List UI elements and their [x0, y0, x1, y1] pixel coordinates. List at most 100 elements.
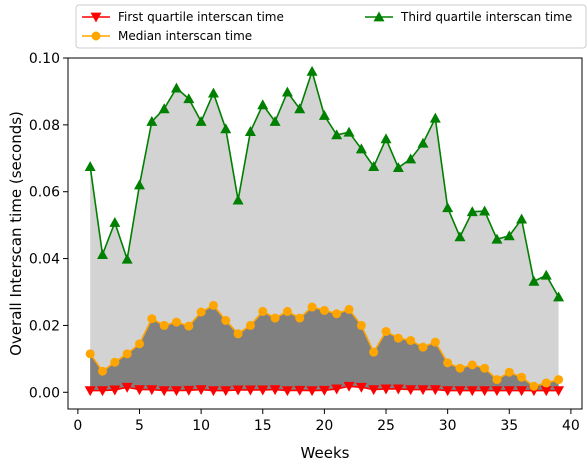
point-q3	[392, 162, 404, 173]
point-median	[344, 304, 354, 314]
point-median	[134, 339, 144, 349]
point-median	[381, 326, 391, 336]
legend-marker	[373, 11, 385, 22]
point-median	[332, 309, 342, 319]
point-median	[196, 307, 206, 317]
point-q1	[466, 386, 478, 397]
point-q1	[257, 385, 269, 396]
point-median	[467, 360, 477, 370]
point-median	[319, 305, 329, 315]
point-q1	[244, 385, 256, 396]
plot-frame	[67, 57, 583, 410]
point-q1	[331, 384, 343, 395]
point-q1	[294, 385, 306, 396]
point-q3	[331, 129, 343, 140]
point-q3	[97, 249, 109, 259]
x-tick-label: 10	[192, 418, 210, 434]
legend: First quartile interscan time Median inte…	[75, 4, 587, 49]
point-median	[147, 314, 157, 324]
point-median	[406, 335, 416, 345]
point-median	[295, 313, 305, 323]
legend-entry-q1: First quartile interscan time	[82, 10, 284, 24]
point-median	[270, 313, 280, 323]
point-q3	[269, 116, 281, 126]
point-q1	[429, 385, 441, 396]
point-q1	[109, 385, 121, 396]
x-tick-label: 15	[254, 418, 272, 434]
x-tick-label: 20	[315, 418, 333, 434]
point-q3	[380, 133, 392, 144]
legend-label: Median interscan time	[118, 29, 252, 43]
x-tick-label: 40	[562, 418, 580, 434]
y-axis: 0.00 0.02 0.04 0.06 0.08 0.10	[29, 51, 68, 401]
point-q3	[207, 87, 219, 98]
legend-marker	[90, 12, 102, 23]
point-q3	[109, 216, 121, 227]
point-q3	[158, 103, 170, 114]
point-q3	[244, 126, 256, 136]
y-axis-label: Overall Interscan time (seconds)	[7, 111, 25, 356]
point-q3	[503, 230, 515, 241]
point-median	[430, 337, 440, 347]
fill-areas	[90, 71, 559, 391]
point-q1	[491, 386, 503, 397]
point-q1	[84, 386, 96, 397]
y-tick-label: 0.06	[29, 185, 60, 201]
y-tick-label: 0.08	[29, 118, 60, 134]
point-median	[159, 320, 169, 330]
y-tick-label: 0.04	[29, 252, 60, 268]
point-median	[208, 300, 218, 310]
point-q3	[405, 153, 417, 164]
x-tick-label: 25	[377, 418, 395, 434]
point-q1	[232, 385, 244, 396]
point-q1	[158, 386, 170, 397]
point-median	[517, 372, 527, 382]
x-tick-label: 35	[500, 418, 518, 434]
point-q1	[405, 385, 417, 396]
legend-marker	[91, 31, 101, 41]
x-axis-label: Weeks	[301, 444, 350, 462]
legend-entry-q3: Third quartile interscan time	[365, 10, 572, 24]
y-tick-label: 0.02	[29, 318, 60, 334]
point-q3	[318, 109, 330, 120]
point-q1	[392, 384, 404, 395]
point-q1	[170, 386, 182, 397]
point-median	[282, 306, 292, 316]
point-q1	[540, 386, 552, 397]
point-q1	[454, 386, 466, 397]
point-q1	[503, 386, 515, 397]
legend-entry-median: Median interscan time	[82, 29, 252, 43]
point-q1	[479, 386, 491, 397]
point-median	[443, 358, 453, 368]
y-tick-label: 0.10	[29, 51, 60, 67]
x-tick-label: 0	[73, 418, 82, 434]
x-tick-label: 30	[439, 418, 457, 434]
point-median	[98, 366, 108, 376]
point-q3	[368, 161, 380, 172]
point-q1	[146, 385, 158, 396]
point-median	[356, 320, 366, 330]
point-q1	[220, 386, 232, 397]
point-q1	[343, 381, 355, 392]
y-tick-label: 0.00	[29, 385, 60, 401]
point-median	[122, 349, 132, 359]
point-median	[504, 367, 514, 377]
fill-q1-to-median	[90, 305, 559, 391]
point-q1	[183, 385, 195, 396]
point-q3	[183, 93, 195, 104]
point-median	[110, 357, 120, 367]
point-q3	[343, 126, 355, 137]
point-q1	[516, 386, 528, 397]
point-median	[369, 347, 379, 357]
point-median	[258, 306, 268, 316]
point-q1	[195, 385, 207, 396]
point-median	[418, 342, 428, 352]
point-q3	[491, 233, 503, 244]
point-q1	[133, 385, 145, 396]
point-q3	[528, 275, 540, 286]
point-q1	[355, 382, 367, 393]
point-q1	[281, 386, 293, 397]
point-q3	[454, 231, 466, 242]
point-q1	[553, 386, 565, 397]
